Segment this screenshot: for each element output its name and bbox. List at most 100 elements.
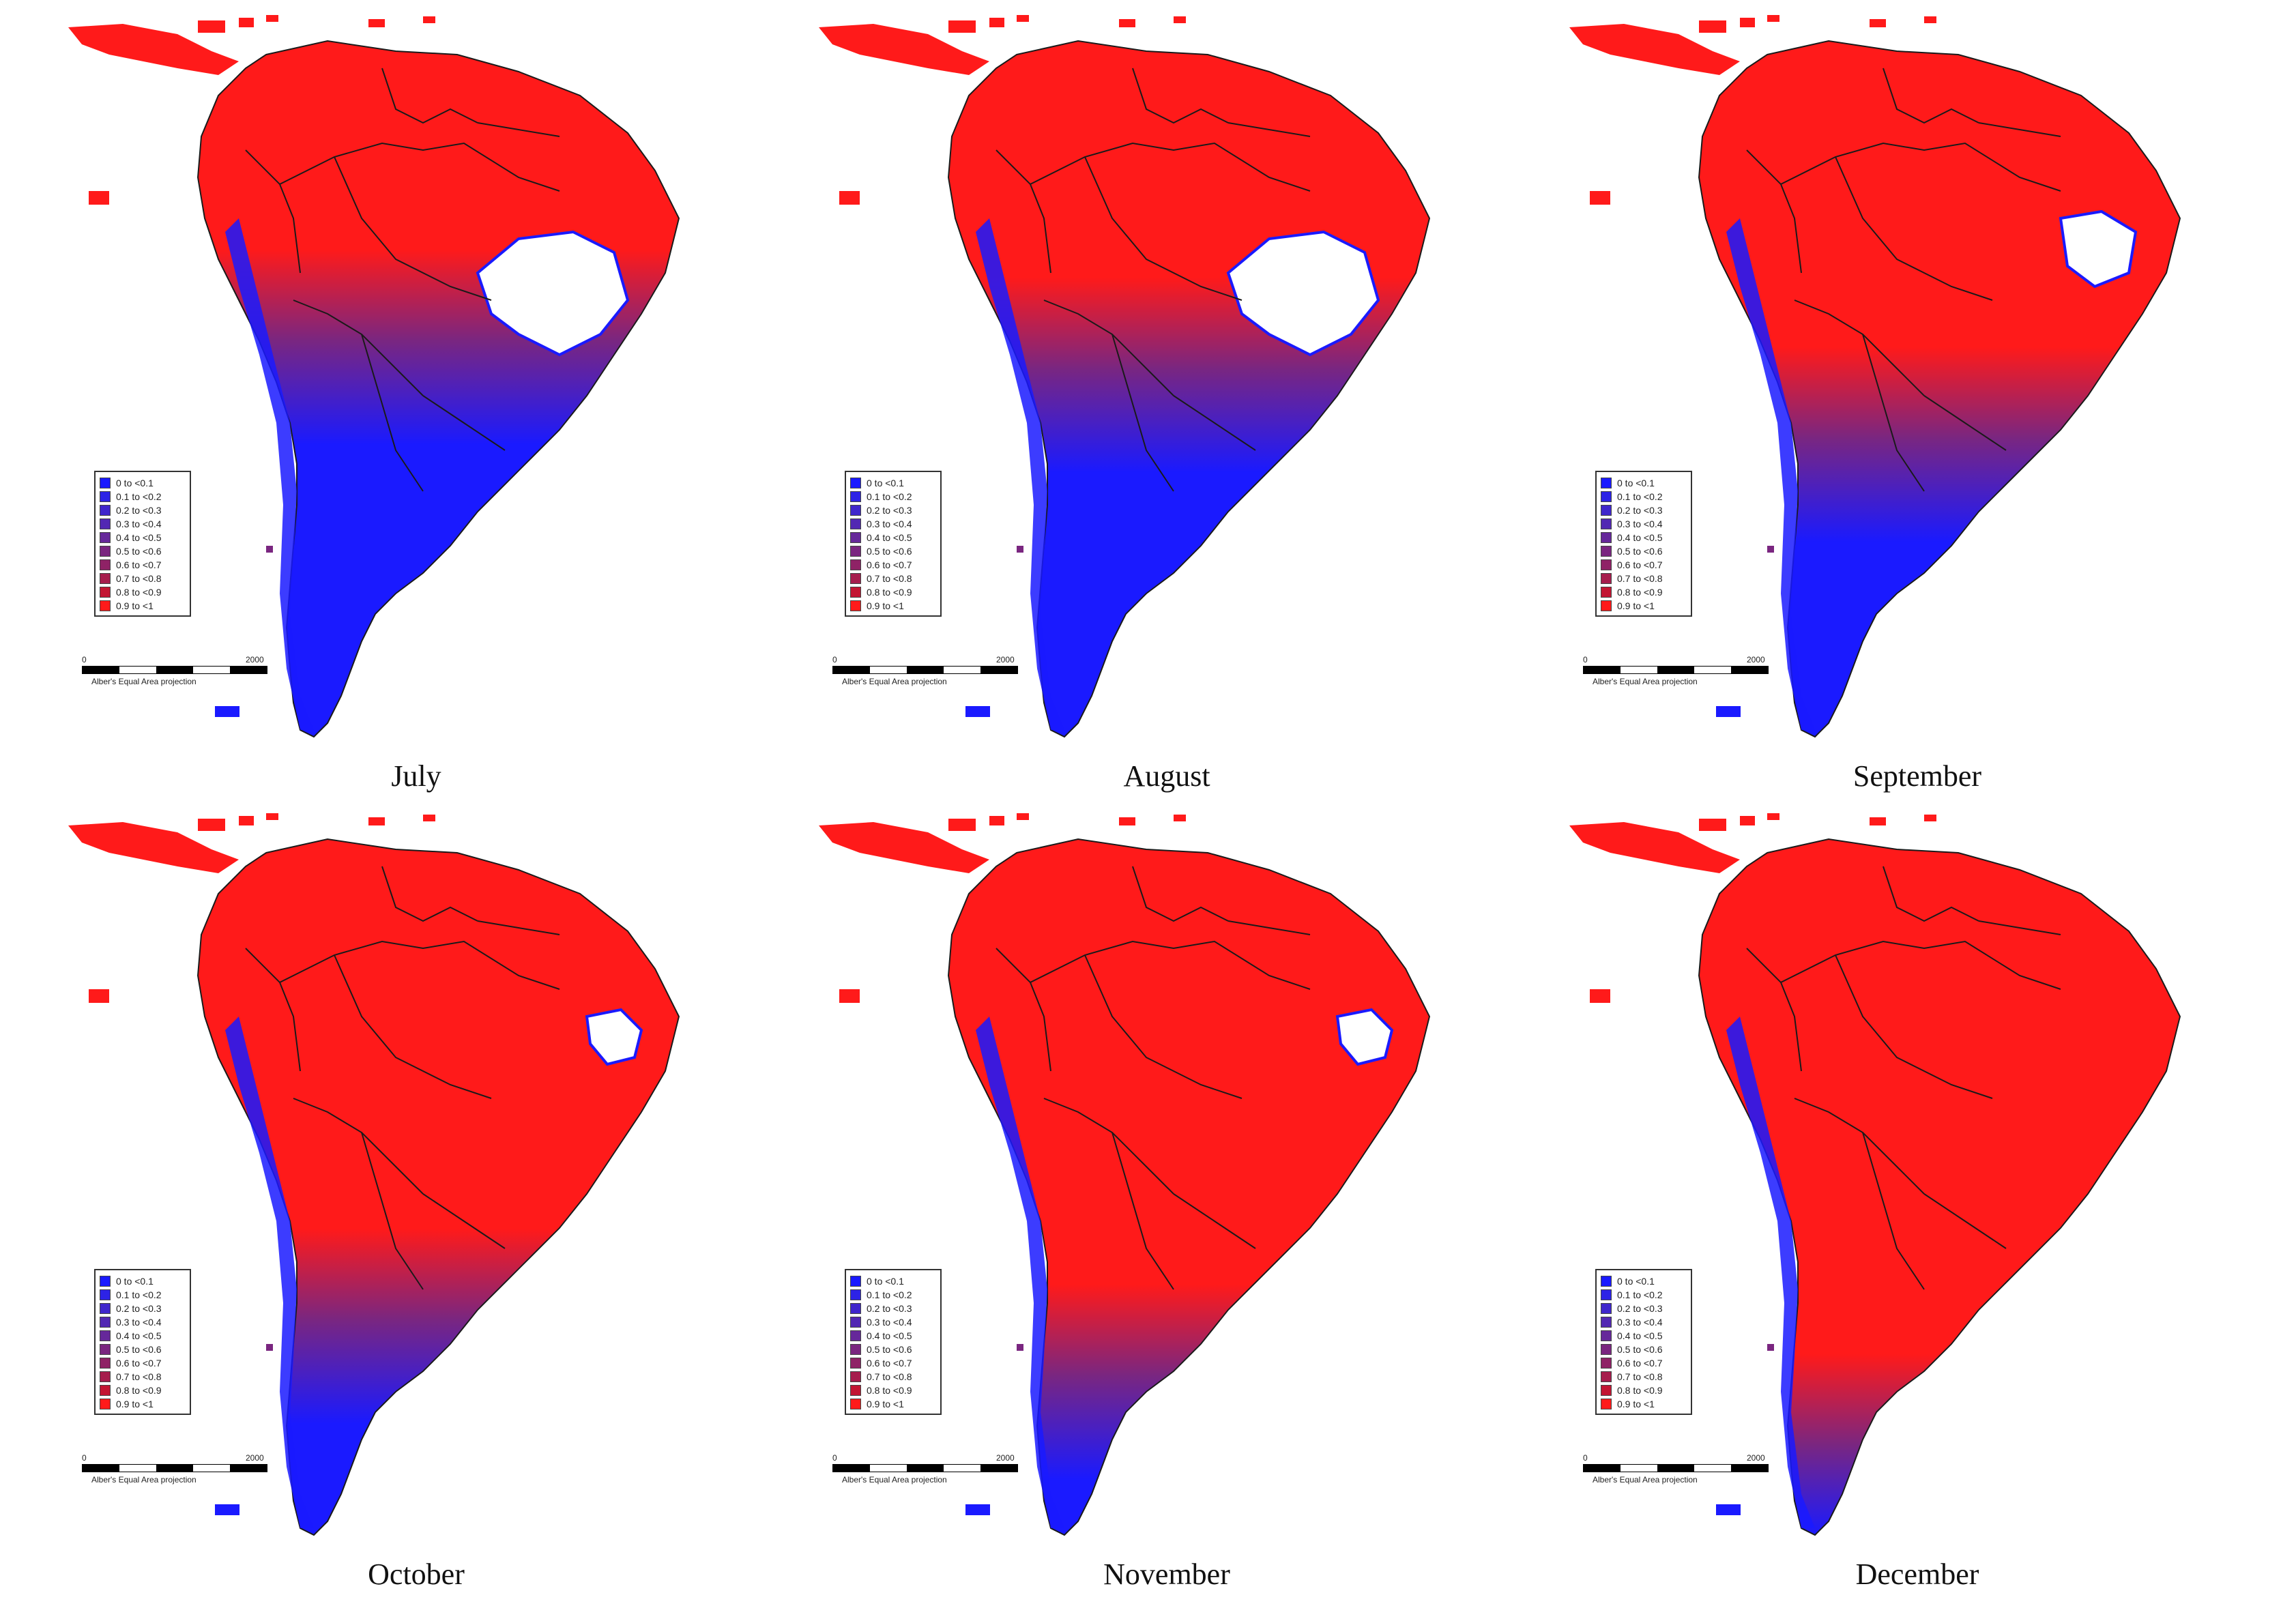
country-border — [1923, 395, 2007, 451]
caribbean-island — [1740, 816, 1755, 825]
legend-swatch — [100, 1371, 111, 1382]
legend-label: 0 to <0.1 — [867, 1276, 904, 1287]
legend-row: 0.6 to <0.7 — [100, 1356, 186, 1370]
caribbean-island — [989, 816, 1004, 825]
country-border — [1978, 122, 2061, 137]
legend-row: 0.9 to <1 — [850, 599, 936, 613]
legend-swatch — [100, 600, 111, 611]
map-legend: 0 to <0.1 0.1 to <0.2 0.2 to <0.3 0.3 to <0… — [845, 1269, 942, 1415]
legend-label: 0.9 to <1 — [867, 1399, 904, 1409]
scale-bar: 0 2000 Alber's Equal Area projection — [82, 1453, 280, 1494]
legend-row: 0.9 to <1 — [1601, 599, 1687, 613]
legend-label: 0.6 to <0.7 — [1617, 1358, 1663, 1369]
legend-label: 0.5 to <0.6 — [1617, 1344, 1663, 1355]
legend-row: 0 to <0.1 — [100, 476, 186, 490]
legend-row: 0.1 to <0.2 — [850, 490, 936, 503]
month-caption: October — [368, 1558, 465, 1591]
caribbean-island — [1767, 813, 1779, 820]
falkland-islands — [1716, 706, 1741, 717]
country-border — [334, 954, 492, 1099]
country-border — [1111, 1132, 1174, 1290]
legend-swatch — [850, 1317, 861, 1328]
legend-row: 0 to <0.1 — [850, 476, 936, 490]
legend-label: 0.2 to <0.3 — [1617, 505, 1663, 516]
country-border — [422, 395, 506, 451]
legend-label: 0 to <0.1 — [1617, 1276, 1655, 1287]
caribbean-island — [1699, 819, 1726, 831]
legend-swatch — [850, 1303, 861, 1314]
caribbean-island — [239, 18, 254, 27]
map-panel-october: 0 to <0.1 0.1 to <0.2 0.2 to <0.3 0.3 to <0… — [41, 812, 791, 1617]
caribbean-island — [1699, 20, 1726, 33]
legend-swatch — [1601, 573, 1612, 584]
legend-swatch — [100, 532, 111, 543]
legend-label: 0.1 to <0.2 — [867, 1289, 912, 1300]
country-border — [1746, 149, 1802, 274]
legend-row: 0.4 to <0.5 — [850, 1329, 936, 1343]
legend-label: 0 to <0.1 — [116, 1276, 154, 1287]
legend-swatch — [100, 1330, 111, 1341]
projection-label: Alber's Equal Area projection — [1593, 1475, 1698, 1485]
legend-swatch — [1601, 546, 1612, 557]
legend-label: 0.1 to <0.2 — [867, 491, 912, 502]
map-legend: 0 to <0.1 0.1 to <0.2 0.2 to <0.3 0.3 to <0… — [1595, 1269, 1692, 1415]
legend-label: 0.4 to <0.5 — [1617, 532, 1663, 543]
legend-row: 0.8 to <0.9 — [1601, 1384, 1687, 1397]
falkland-islands — [215, 1504, 239, 1515]
offshore-island — [1017, 1344, 1023, 1351]
caribbean-island — [198, 20, 225, 33]
country-border — [1978, 920, 2061, 935]
legend-row: 0.4 to <0.5 — [850, 531, 936, 544]
legend-swatch — [100, 587, 111, 598]
continent-landmass — [197, 40, 680, 738]
scale-max-label: 2000 — [246, 1453, 264, 1463]
legend-row: 0.3 to <0.4 — [850, 517, 936, 531]
country-border — [245, 149, 301, 274]
legend-row: 0.5 to <0.6 — [100, 1343, 186, 1356]
legend-row: 0.7 to <0.8 — [850, 572, 936, 585]
caribbean-island — [1174, 815, 1186, 821]
scale-bar: 0 2000 Alber's Equal Area projection — [832, 655, 1030, 696]
legend-label: 0.7 to <0.8 — [1617, 1371, 1663, 1382]
legend-row: 0.2 to <0.3 — [1601, 503, 1687, 517]
legend-swatch — [1601, 1358, 1612, 1369]
caribbean-island — [948, 819, 976, 831]
legend-row: 0 to <0.1 — [1601, 1274, 1687, 1288]
caribbean-island — [1119, 19, 1135, 27]
country-border — [1835, 156, 1993, 301]
country-border — [1883, 866, 1979, 922]
scale-max-label: 2000 — [996, 655, 1015, 664]
legend-swatch — [1601, 491, 1612, 502]
legend-row: 0.3 to <0.4 — [850, 1315, 936, 1329]
month-caption: September — [1852, 759, 1982, 793]
caribbean-island — [266, 15, 278, 22]
legend-row: 0.3 to <0.4 — [100, 517, 186, 531]
caribbean-island — [1017, 813, 1029, 820]
legend-row: 0.1 to <0.2 — [1601, 490, 1687, 503]
legend-label: 0.2 to <0.3 — [1617, 1303, 1663, 1314]
scale-bar-graphic — [82, 666, 267, 674]
legend-swatch — [850, 1399, 861, 1409]
legend-swatch — [100, 478, 111, 488]
country-border — [1132, 866, 1229, 922]
legend-label: 0.2 to <0.3 — [867, 505, 912, 516]
legend-label: 0.9 to <1 — [116, 1399, 154, 1409]
legend-swatch — [1601, 1399, 1612, 1409]
legend-row: 0.5 to <0.6 — [850, 1343, 936, 1356]
projection-label: Alber's Equal Area projection — [842, 1475, 947, 1485]
map-panel-november: 0 to <0.1 0.1 to <0.2 0.2 to <0.3 0.3 to <0… — [791, 812, 1542, 1617]
offshore-island — [266, 1344, 273, 1351]
legend-swatch — [100, 1317, 111, 1328]
legend-row: 0.8 to <0.9 — [100, 1384, 186, 1397]
legend-swatch — [100, 1399, 111, 1409]
legend-swatch — [850, 587, 861, 598]
country-border — [1883, 68, 1979, 124]
country-border — [1746, 948, 1802, 1072]
scale-bar: 0 2000 Alber's Equal Area projection — [832, 1453, 1030, 1494]
country-border — [477, 920, 560, 935]
legend-row: 0.9 to <1 — [1601, 1397, 1687, 1411]
country-border — [334, 156, 492, 301]
continent-landmass — [947, 838, 1431, 1536]
legend-swatch — [1601, 1371, 1612, 1382]
falkland-islands — [1716, 1504, 1741, 1515]
